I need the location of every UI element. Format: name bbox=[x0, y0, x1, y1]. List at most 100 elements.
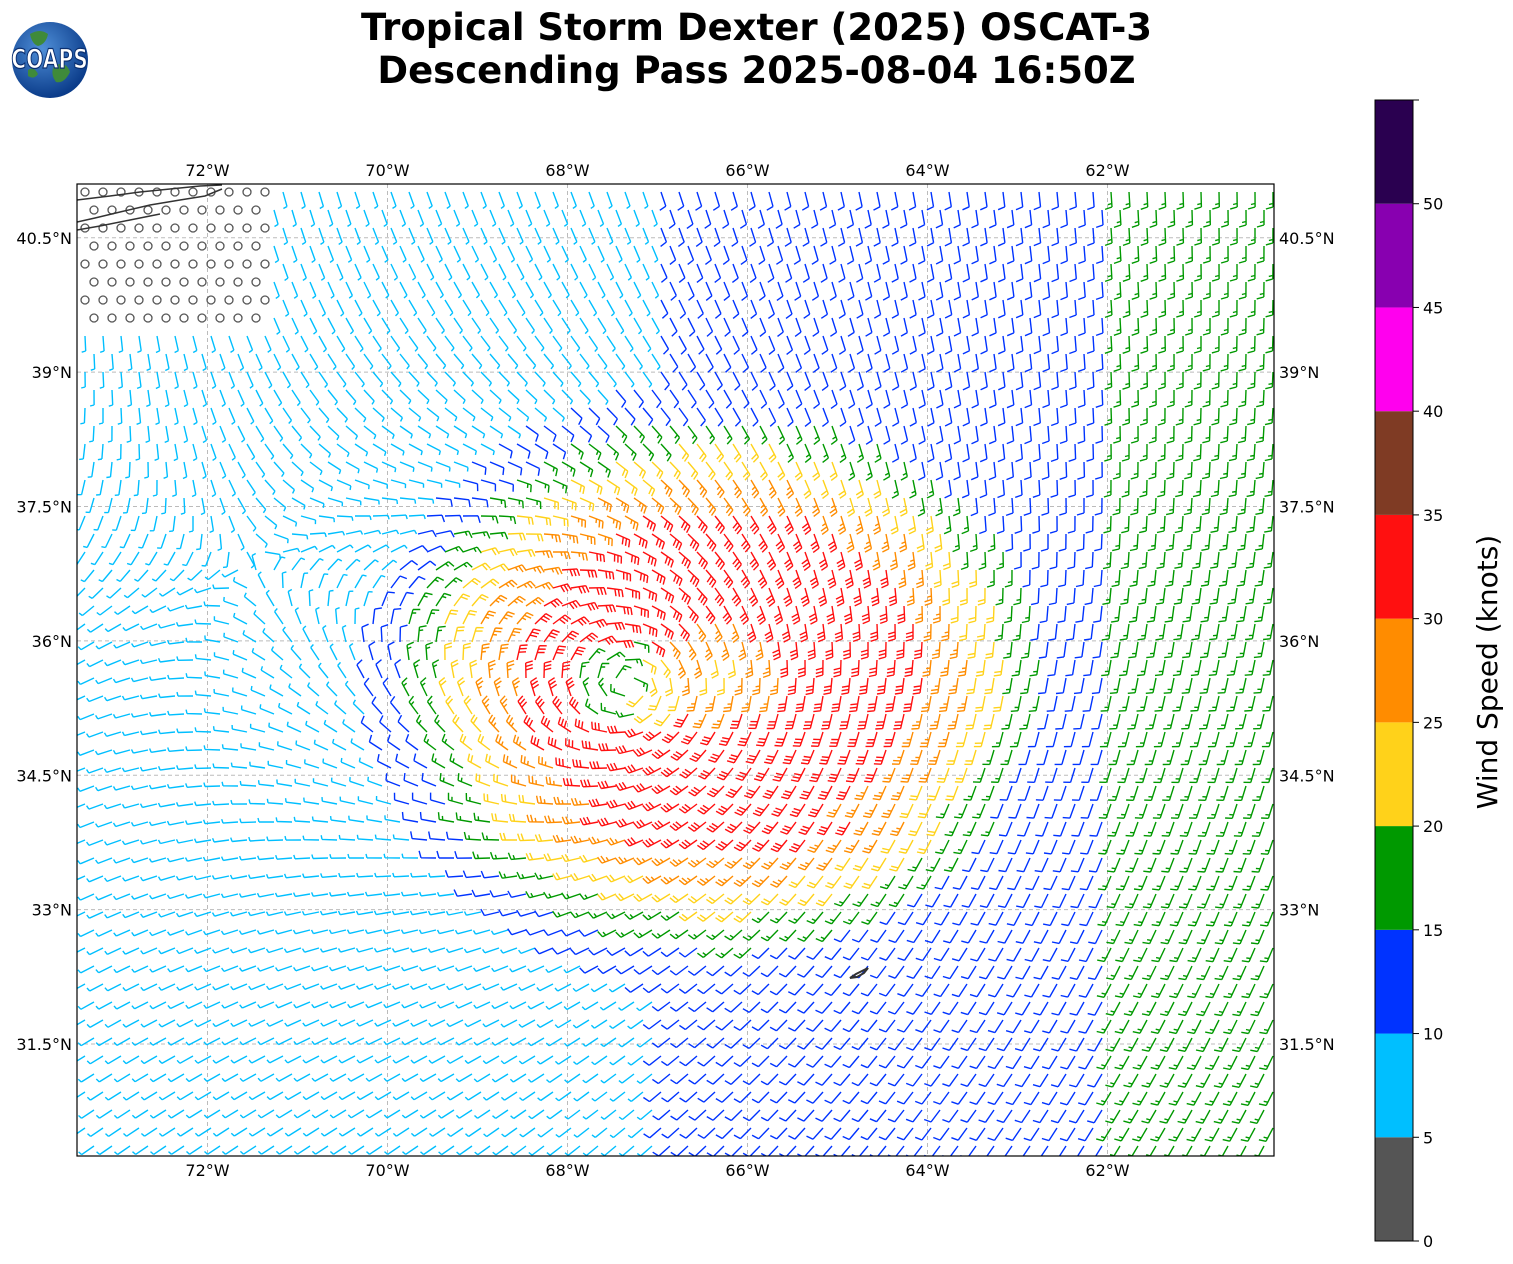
wind-barb bbox=[971, 209, 979, 229]
wind-barb bbox=[202, 819, 221, 825]
wind-barb bbox=[606, 725, 626, 734]
wind-barb bbox=[1041, 497, 1050, 516]
wind-barb bbox=[341, 624, 347, 643]
wind-barb bbox=[309, 557, 324, 571]
wind-barb bbox=[1178, 1001, 1193, 1017]
wind-barb bbox=[340, 757, 356, 769]
wind-barb bbox=[336, 371, 347, 388]
wind-barb bbox=[1162, 749, 1175, 766]
wind-barb bbox=[203, 1073, 221, 1083]
wind-barb bbox=[952, 911, 968, 926]
wind-barb bbox=[1005, 1019, 1022, 1034]
wind-barb bbox=[767, 299, 775, 319]
wind-barb bbox=[1261, 803, 1274, 819]
wind-barb bbox=[1149, 317, 1158, 336]
wind-barb bbox=[77, 1127, 86, 1135]
wind-barb bbox=[390, 227, 398, 245]
wind-barb bbox=[987, 1019, 1004, 1034]
wind-barb bbox=[883, 731, 896, 748]
wind-barb bbox=[851, 1109, 869, 1123]
wind-barb bbox=[615, 281, 624, 299]
wind-barb bbox=[1075, 605, 1085, 623]
wind-barb bbox=[525, 891, 545, 899]
wind-barb bbox=[318, 544, 336, 553]
wind-barb bbox=[381, 497, 399, 505]
wind-barb bbox=[1069, 1037, 1085, 1052]
wind-barb bbox=[392, 872, 410, 878]
wind-barb bbox=[304, 759, 320, 769]
wind-barb bbox=[176, 1127, 194, 1137]
wind-barb bbox=[797, 893, 815, 907]
wind-barb bbox=[106, 461, 113, 479]
wind-barb bbox=[842, 641, 851, 660]
wind-barb bbox=[706, 785, 725, 798]
wind-barb bbox=[967, 641, 977, 659]
wind-barb bbox=[311, 1073, 329, 1082]
wind-barb bbox=[918, 353, 926, 373]
wind-barb bbox=[410, 831, 428, 841]
wind-barb bbox=[648, 695, 662, 711]
wind-barb bbox=[534, 443, 549, 460]
wind-barb bbox=[891, 299, 900, 319]
wind-barb bbox=[117, 407, 123, 425]
wind-barb bbox=[954, 767, 968, 783]
wind-barb bbox=[651, 533, 666, 550]
wind-barb bbox=[911, 713, 923, 730]
wind-barb bbox=[778, 965, 797, 978]
wind-barb bbox=[336, 515, 354, 521]
wind-barb bbox=[77, 893, 95, 901]
wind-barb bbox=[846, 209, 855, 229]
wind-barb bbox=[444, 870, 464, 878]
wind-barb bbox=[194, 1127, 212, 1137]
wind-barb bbox=[1254, 1145, 1265, 1156]
wind-barb bbox=[131, 893, 149, 900]
wind-barb bbox=[901, 731, 914, 748]
wind-barb bbox=[778, 1037, 797, 1050]
wind-barb bbox=[1264, 479, 1274, 497]
wind-barb bbox=[927, 443, 935, 463]
wind-barb bbox=[776, 281, 784, 301]
wind-barb bbox=[741, 317, 749, 337]
wind-barb bbox=[203, 745, 221, 751]
wind-barb bbox=[1187, 983, 1202, 999]
wind-barb bbox=[112, 749, 131, 755]
wind-barb bbox=[561, 389, 574, 405]
wind-barb bbox=[453, 209, 461, 227]
wind-barb bbox=[971, 281, 979, 301]
wind-barb bbox=[368, 734, 383, 751]
wind-barb bbox=[969, 569, 978, 588]
wind-barb bbox=[1189, 731, 1202, 748]
wind-barb bbox=[1060, 209, 1068, 229]
wind-barb bbox=[449, 753, 464, 769]
wind-barb bbox=[687, 533, 700, 552]
wind-barb bbox=[833, 893, 851, 907]
wind-barb bbox=[860, 1019, 878, 1033]
wind-barb bbox=[989, 389, 997, 409]
wind-barb bbox=[257, 965, 275, 972]
wind-barb bbox=[1025, 875, 1040, 891]
wind-barb bbox=[706, 1145, 725, 1156]
wind-barb bbox=[894, 677, 905, 695]
wind-barb bbox=[1264, 515, 1274, 533]
wind-barb bbox=[830, 317, 838, 337]
wind-barb bbox=[1014, 1073, 1031, 1088]
wind-barb bbox=[1160, 929, 1175, 945]
wind-barb bbox=[833, 929, 851, 943]
calm-wind-circle bbox=[242, 259, 252, 269]
wind-barb bbox=[480, 515, 499, 524]
wind-barb bbox=[266, 1019, 284, 1027]
calm-wind-circle bbox=[251, 313, 261, 323]
wind-barb bbox=[570, 585, 590, 594]
wind-barb bbox=[83, 533, 95, 549]
wind-barb bbox=[1185, 209, 1194, 228]
wind-barb bbox=[1163, 713, 1175, 730]
wind-barb bbox=[464, 983, 482, 991]
wind-barb bbox=[266, 983, 284, 991]
wind-barb bbox=[327, 389, 338, 406]
wind-barb bbox=[1196, 965, 1211, 981]
wind-barb bbox=[327, 497, 344, 507]
wind-barb bbox=[163, 551, 176, 566]
wind-barb bbox=[598, 677, 608, 697]
wind-barb bbox=[77, 659, 86, 666]
wind-barb bbox=[417, 317, 427, 335]
